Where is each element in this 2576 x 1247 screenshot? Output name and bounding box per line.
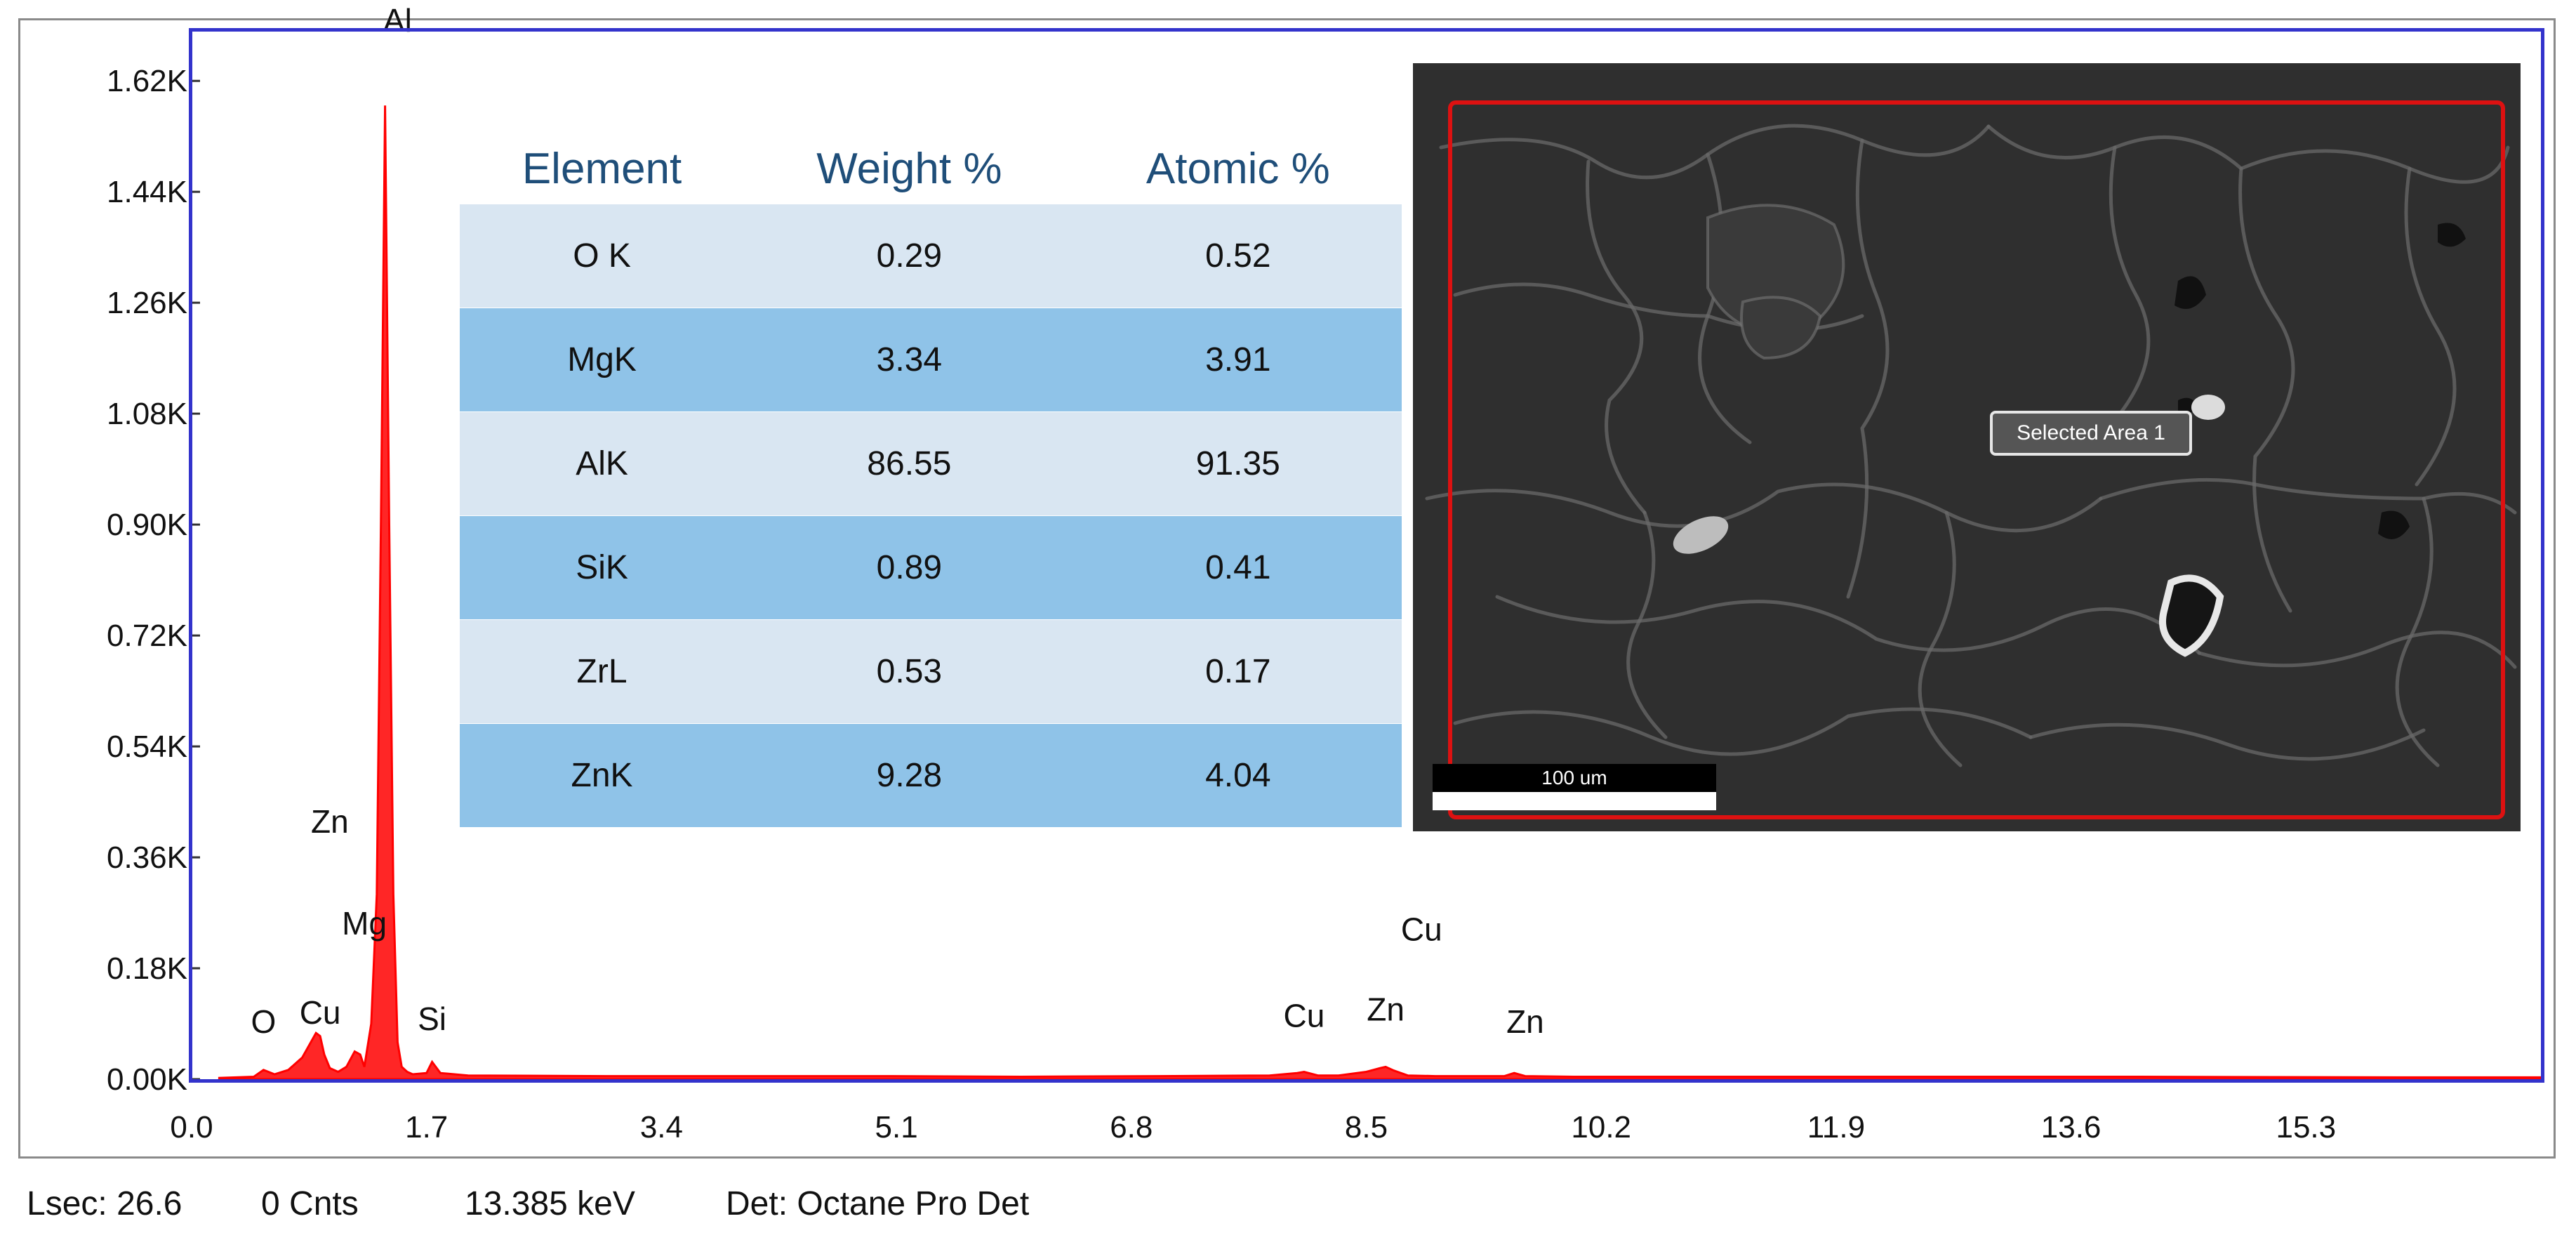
table-header-row: Element Weight % Atomic % [460, 133, 1402, 204]
cell-element: ZnK [460, 723, 745, 827]
cell-weight: 0.29 [744, 204, 1075, 308]
peak-labels: Al Zn Mg Cu O Si Cu Zn Cu Zn [251, 2, 1543, 1040]
chart-window-frame [18, 18, 2556, 1159]
cell-atomic: 0.41 [1074, 515, 1402, 620]
x-tick-label: 0.0 [170, 1110, 213, 1144]
scale-bar [1433, 792, 1716, 810]
y-tick-label: 0.00K [107, 1062, 187, 1097]
cell-atomic: 4.04 [1074, 723, 1402, 827]
y-tick-label: 0.90K [107, 508, 187, 542]
header-weight: Weight % [816, 144, 1002, 193]
y-tick-label: 0.54K [107, 730, 187, 764]
lsec-readout: Lsec: 26.6 [27, 1185, 182, 1222]
table-row: AlK 86.55 91.35 [460, 411, 1402, 516]
peak-label-zn: Zn [1367, 991, 1405, 1028]
table-row: O K 0.29 0.52 [460, 204, 1402, 308]
header-atomic: Atomic % [1146, 144, 1330, 193]
cell-weight: 0.53 [744, 619, 1075, 724]
x-tick-label: 10.2 [1571, 1110, 1631, 1144]
spectrum-series-line [218, 105, 2542, 1081]
peak-label-o: O [251, 1003, 276, 1040]
y-tick-label: 0.36K [107, 840, 187, 875]
x-tick-label: 15.3 [2276, 1110, 2336, 1144]
cell-weight: 9.28 [744, 723, 1075, 827]
cell-atomic: 0.17 [1074, 619, 1402, 724]
peak-label-zn: Zn [311, 803, 349, 840]
y-tick-label: 1.08K [107, 397, 187, 431]
cell-atomic: 0.52 [1074, 204, 1402, 308]
cell-weight: 86.55 [744, 411, 1075, 516]
peak-label-al: Al [383, 2, 412, 39]
header-element: Element [522, 144, 682, 193]
cell-element: MgK [460, 308, 745, 412]
x-tick-label: 5.1 [875, 1110, 918, 1144]
y-tick-label: 0.72K [107, 619, 187, 653]
cell-weight: 3.34 [744, 308, 1075, 412]
x-axis: 0.0 1.7 3.4 5.1 6.8 8.5 10.2 11.9 13.6 15.3 [170, 1110, 2336, 1144]
y-tick-label: 1.62K [107, 64, 187, 98]
cell-weight: 0.89 [744, 515, 1075, 620]
y-tick-label: 1.26K [107, 286, 187, 320]
y-axis: 0.00K 0.18K 0.36K 0.54K 0.72K 0.90K 1.08K 1.26K… [107, 64, 200, 1097]
y-tick-label: 1.44K [107, 175, 187, 209]
y-tick-label: 0.18K [107, 951, 187, 986]
peak-label-cu: Cu [300, 994, 341, 1031]
scale-bar-label: 100 um [1433, 764, 1716, 792]
x-tick-label: 1.7 [405, 1110, 448, 1144]
selection-rectangle[interactable] [1448, 100, 2505, 819]
table-row: ZnK 9.28 4.04 [460, 723, 1402, 827]
x-tick-label: 6.8 [1110, 1110, 1153, 1144]
peak-label-si: Si [418, 1001, 446, 1037]
status-bar: Lsec: 26.6 0 Cnts 13.385 keV Det: Octane… [0, 1169, 2576, 1232]
x-tick-label: 8.5 [1345, 1110, 1388, 1144]
x-tick-label: 3.4 [640, 1110, 683, 1144]
selected-area-label[interactable]: Selected Area 1 [1990, 411, 2192, 456]
sem-micrograph: Selected Area 1 100 um [1413, 63, 2521, 831]
peak-label-zn: Zn [1506, 1003, 1544, 1040]
detector-readout: Det: Octane Pro Det [726, 1185, 1030, 1222]
x-tick-label: 13.6 [2041, 1110, 2102, 1144]
peak-label-mg: Mg [342, 905, 387, 942]
peak-label-cu: Cu [1401, 911, 1442, 948]
cell-element: SiK [460, 515, 745, 620]
counts-readout: 0 Cnts [261, 1185, 359, 1222]
cell-atomic: 91.35 [1074, 411, 1402, 516]
table-row: ZrL 0.53 0.17 [460, 619, 1402, 724]
table-row: SiK 0.89 0.41 [460, 515, 1402, 620]
x-tick-label: 11.9 [1807, 1110, 1865, 1144]
plot-area-frame [189, 28, 2544, 1083]
peak-label-cu: Cu [1283, 997, 1324, 1034]
cell-element: O K [460, 204, 745, 308]
cell-element: AlK [460, 411, 745, 516]
composition-table: Element Weight % Atomic % O K 0.29 0.52 … [460, 133, 1402, 827]
energy-readout: 13.385 keV [465, 1185, 635, 1222]
cell-element: ZrL [460, 619, 745, 724]
micrograph-texture [1413, 63, 2521, 831]
table-row: MgK 3.34 3.91 [460, 308, 1402, 412]
cell-atomic: 3.91 [1074, 308, 1402, 412]
